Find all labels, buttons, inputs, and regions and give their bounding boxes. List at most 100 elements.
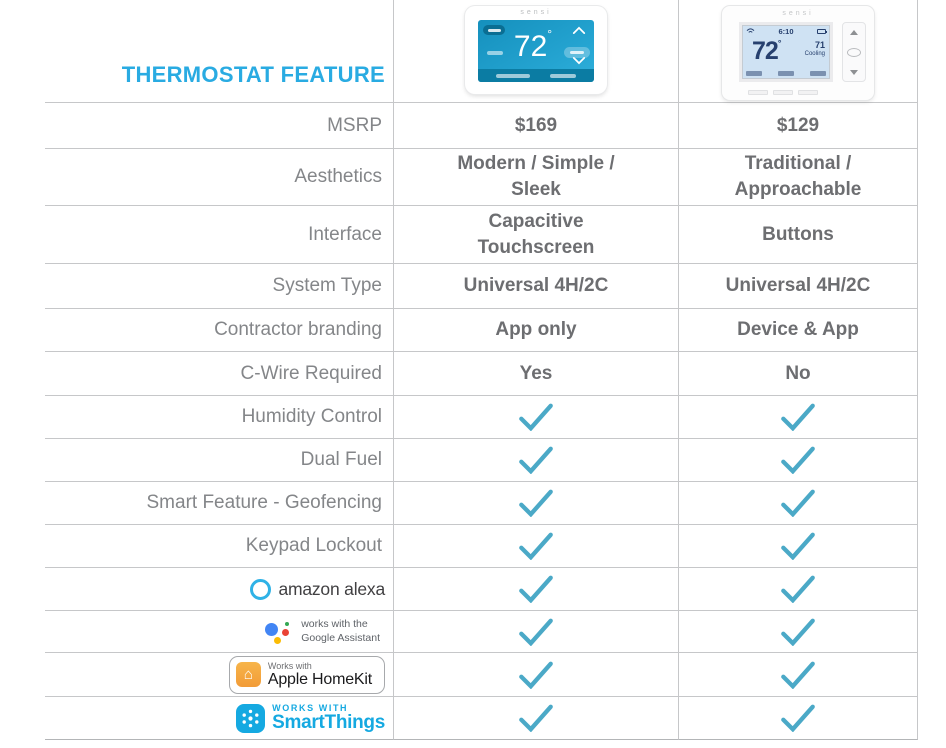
check-icon bbox=[519, 575, 553, 603]
feature-value: Capacitive Touchscreen bbox=[393, 206, 678, 264]
feature-value: Universal 4H/2C bbox=[678, 264, 918, 309]
product-image-button-thermostat: sensi 6:10 72° 71 Cooling bbox=[722, 6, 874, 100]
feature-value: $169 bbox=[393, 103, 678, 149]
amazon-alexa-logo: amazon alexa bbox=[45, 568, 393, 611]
table-row: WORKS WITH SmartThings bbox=[45, 697, 918, 740]
table-row: amazon alexa bbox=[45, 568, 918, 611]
feature-value bbox=[393, 396, 678, 439]
table-row: Keypad Lockout bbox=[45, 525, 918, 568]
feature-label: System Type bbox=[45, 264, 393, 309]
table-row: Smart Feature - Geofencing bbox=[45, 482, 918, 525]
table-row: ⌂ Works with Apple HomeKit bbox=[45, 653, 918, 697]
feature-value bbox=[393, 525, 678, 568]
thermostat-button-panel bbox=[842, 22, 866, 82]
product-1-header-cell: sensi 72° bbox=[393, 0, 678, 103]
table-row: Dual Fuel bbox=[45, 439, 918, 482]
table-row: Interface Capacitive Touchscreen Buttons bbox=[45, 206, 918, 264]
mode-pill bbox=[483, 25, 505, 35]
feature-label: Contractor branding bbox=[45, 309, 393, 352]
table-title-cell: THERMOSTAT FEATURE bbox=[45, 0, 393, 103]
table-row: C-Wire Required Yes No bbox=[45, 352, 918, 396]
feature-value bbox=[678, 653, 918, 697]
feature-value bbox=[393, 568, 678, 611]
feature-label: Smart Feature - Geofencing bbox=[45, 482, 393, 525]
feature-value: Device & App bbox=[678, 309, 918, 352]
check-icon bbox=[781, 489, 815, 517]
feature-value bbox=[678, 525, 918, 568]
table-row: Aesthetics Modern / Simple / Sleek Tradit… bbox=[45, 149, 918, 206]
brand-label: sensi bbox=[782, 10, 814, 17]
feature-label: MSRP bbox=[45, 103, 393, 149]
feature-value: Yes bbox=[393, 352, 678, 396]
feature-value bbox=[393, 697, 678, 740]
chevron-down-icon bbox=[572, 57, 586, 65]
feature-value: Universal 4H/2C bbox=[393, 264, 678, 309]
product-image-touch-thermostat: sensi 72° bbox=[465, 6, 607, 94]
wifi-icon bbox=[746, 28, 755, 33]
check-icon bbox=[781, 575, 815, 603]
check-icon bbox=[519, 661, 553, 689]
alexa-circle-icon bbox=[250, 578, 272, 600]
product-2-header-cell: sensi 6:10 72° 71 Cooling bbox=[678, 0, 918, 103]
small-text-placeholder bbox=[487, 51, 503, 55]
apple-homekit-badge: ⌂ Works with Apple HomeKit bbox=[45, 653, 393, 697]
feature-label: Interface bbox=[45, 206, 393, 264]
homekit-house-icon: ⌂ bbox=[235, 662, 261, 687]
check-icon bbox=[519, 489, 553, 517]
feature-value: No bbox=[678, 352, 918, 396]
base-buttons bbox=[748, 90, 818, 95]
thermostat-touchscreen: 72° bbox=[478, 20, 594, 82]
fan-pill bbox=[564, 47, 590, 58]
smartthings-logo: WORKS WITH SmartThings bbox=[45, 697, 393, 740]
check-icon bbox=[781, 532, 815, 560]
feature-value: Traditional / Approachable bbox=[678, 149, 918, 206]
check-icon bbox=[519, 532, 553, 560]
check-icon bbox=[781, 446, 815, 474]
feature-value bbox=[678, 568, 918, 611]
screen-bottom-bar bbox=[478, 69, 594, 82]
feature-value: Modern / Simple / Sleek bbox=[393, 149, 678, 206]
check-icon bbox=[781, 618, 815, 646]
table-row: MSRP $169 $129 bbox=[45, 103, 918, 149]
chevron-up-icon bbox=[572, 26, 586, 34]
feature-value bbox=[678, 697, 918, 740]
check-icon bbox=[781, 661, 815, 689]
check-icon bbox=[519, 618, 553, 646]
table-header-row: THERMOSTAT FEATURE sensi 72° sensi bbox=[45, 0, 918, 103]
battery-icon bbox=[816, 29, 827, 34]
check-icon bbox=[519, 446, 553, 474]
thermostat-lcd: 6:10 72° 71 Cooling bbox=[739, 22, 833, 82]
feature-value bbox=[393, 611, 678, 653]
check-icon bbox=[519, 403, 553, 431]
feature-value bbox=[393, 653, 678, 697]
feature-label: Aesthetics bbox=[45, 149, 393, 206]
table-row: Contractor branding App only Device & Ap… bbox=[45, 309, 918, 352]
status-label: Cooling bbox=[804, 51, 825, 57]
down-arrow-button bbox=[850, 69, 858, 75]
feature-label: Dual Fuel bbox=[45, 439, 393, 482]
lcd-time: 6:10 bbox=[778, 27, 794, 36]
page-title: THERMOSTAT FEATURE bbox=[121, 62, 385, 87]
temperature-reading: 72° bbox=[513, 27, 553, 63]
up-arrow-button bbox=[850, 29, 858, 35]
check-icon bbox=[519, 704, 553, 732]
google-assistant-icon bbox=[265, 619, 292, 645]
table-row: System Type Universal 4H/2C Universal 4H… bbox=[45, 264, 918, 309]
lcd-bottom-icons bbox=[746, 71, 826, 76]
feature-value: App only bbox=[393, 309, 678, 352]
feature-value: Buttons bbox=[678, 206, 918, 264]
check-icon bbox=[781, 704, 815, 732]
feature-value bbox=[678, 482, 918, 525]
google-assistant-logo: works with the Google Assistant bbox=[45, 611, 393, 653]
brand-label: sensi bbox=[520, 9, 552, 16]
feature-label: Keypad Lockout bbox=[45, 525, 393, 568]
oval-button bbox=[847, 47, 861, 57]
feature-label: C-Wire Required bbox=[45, 352, 393, 396]
smartthings-icon bbox=[236, 703, 266, 733]
feature-value bbox=[678, 439, 918, 482]
feature-value bbox=[678, 396, 918, 439]
check-icon bbox=[781, 403, 815, 431]
feature-value bbox=[393, 439, 678, 482]
feature-value: $129 bbox=[678, 103, 918, 149]
temperature-reading: 72° bbox=[752, 37, 782, 65]
